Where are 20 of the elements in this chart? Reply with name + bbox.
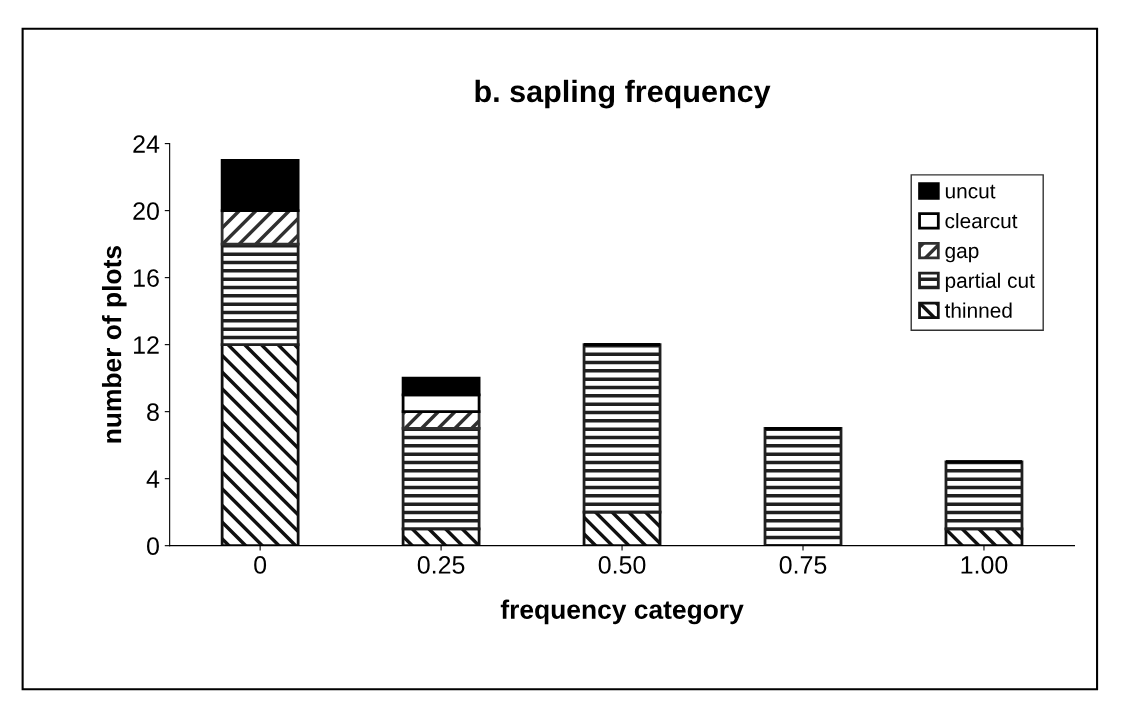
y-tick-label: 4: [146, 470, 160, 488]
x-tick-label: 0.25: [417, 556, 465, 574]
legend-label: uncut: [945, 184, 996, 199]
x-tick-label: 0.50: [598, 556, 646, 574]
legend-label: thinned: [944, 302, 1012, 318]
x-axis-title: frequency category: [500, 599, 744, 625]
y-tick-label: 12: [134, 336, 159, 354]
legend-label: clearcut: [945, 213, 1018, 229]
y-tick-label: 16: [134, 269, 159, 287]
legend-label: partial cut: [945, 272, 1035, 293]
x-tick-label: 0: [254, 556, 267, 574]
legend-label: gap: [945, 246, 979, 263]
y-tick-label: 8: [147, 403, 159, 421]
x-tick-label: 1.00: [961, 556, 1008, 574]
y-tick-label: 20: [133, 202, 159, 220]
chart-title: b. sapling frequency: [475, 79, 771, 109]
y-tick-label: 24: [133, 135, 160, 153]
x-tick-label: 0.75: [779, 556, 827, 574]
y-axis-title: number of plots: [101, 246, 127, 443]
y-tick-label: 0: [147, 537, 159, 555]
